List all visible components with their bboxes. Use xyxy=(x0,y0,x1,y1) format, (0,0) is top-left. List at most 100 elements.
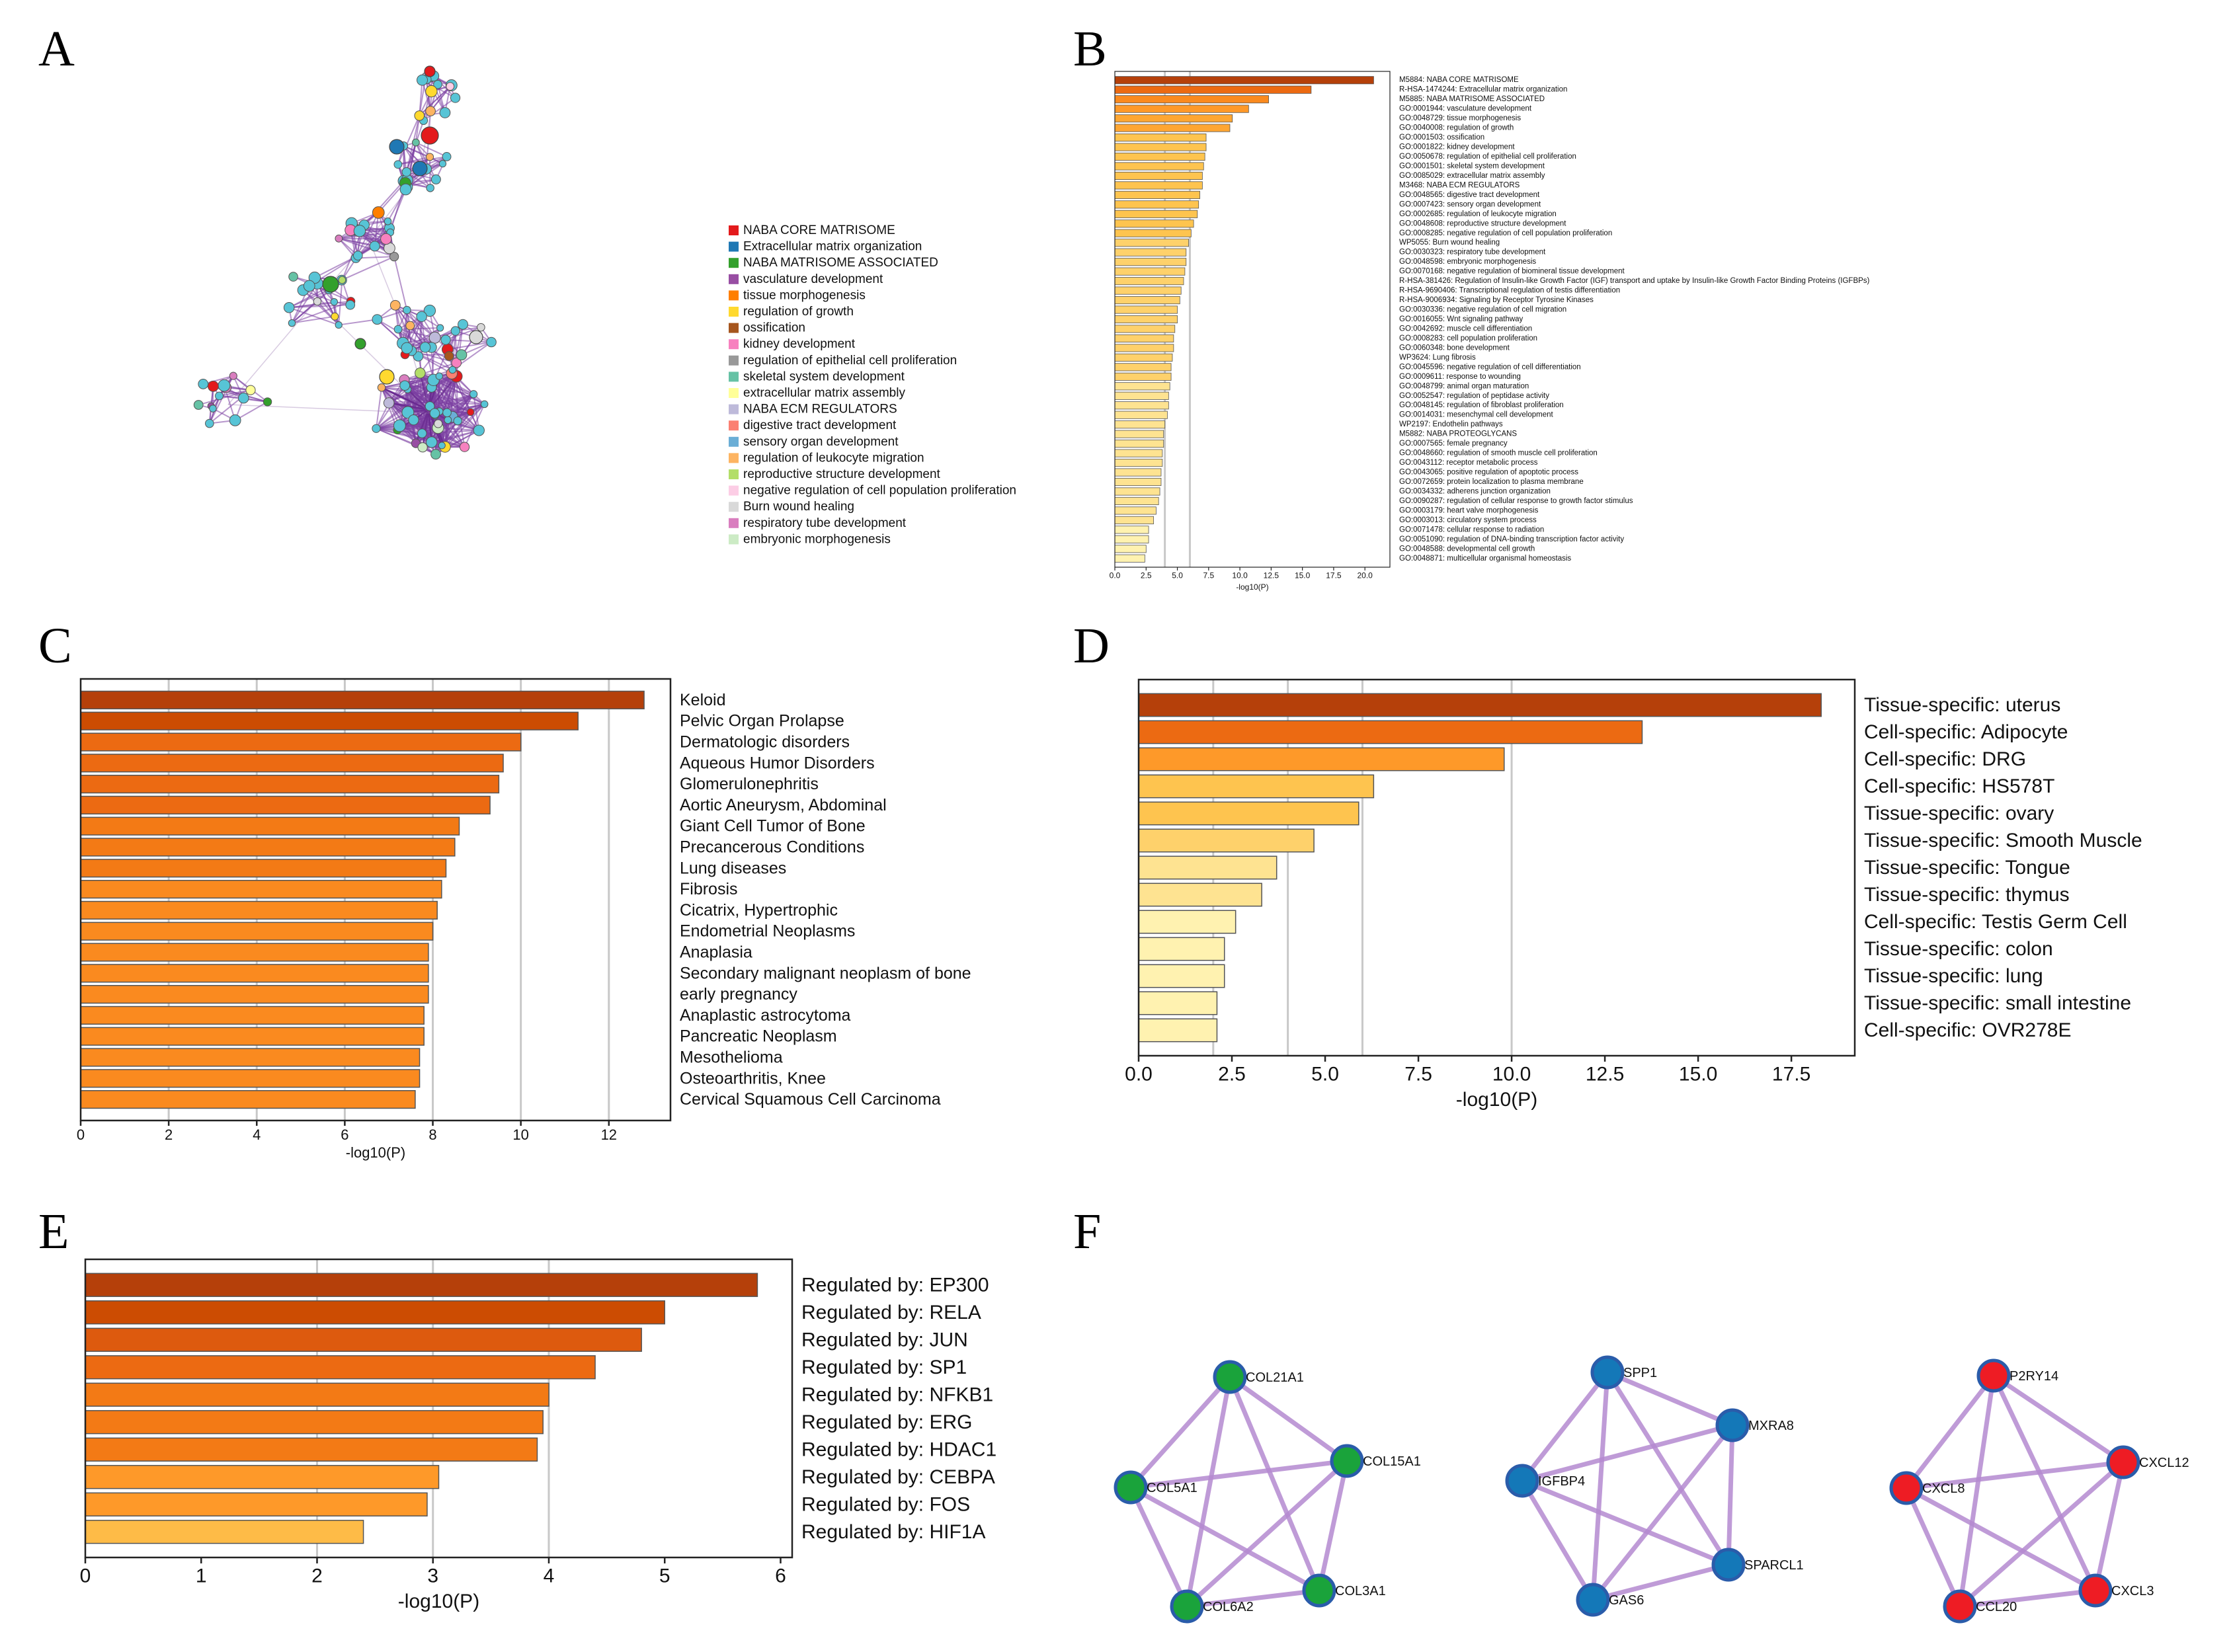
e-bar xyxy=(85,1492,428,1516)
network-edge xyxy=(406,309,432,348)
panel-f-networks: COL21A1 COL15A1 COL3A1 COL6A2 COL5A1 SPP1 MXRA… xyxy=(1114,1355,2189,1624)
network-edge xyxy=(356,256,395,259)
network-node xyxy=(215,391,223,401)
b-bar xyxy=(1114,372,1172,381)
network-node xyxy=(439,107,451,118)
network-edge xyxy=(1904,1374,1996,1490)
node-label: CXCL8 xyxy=(1922,1481,1965,1496)
legend-label: tissue morphogenesis xyxy=(743,288,866,302)
d-xtick-label: 2.5 xyxy=(1218,1064,1246,1085)
d-bar xyxy=(1138,883,1262,907)
b-bar xyxy=(1114,219,1194,228)
network-node xyxy=(423,304,436,317)
b-bar xyxy=(1114,526,1149,534)
network-edge xyxy=(397,115,421,165)
network-node xyxy=(425,401,435,411)
b-bar-label: GO:0008285: negative regulation of cell … xyxy=(1399,229,1612,237)
d-bar-label: Tissue-specific: ovary xyxy=(1864,803,2054,824)
legend-swatch xyxy=(729,258,739,268)
network-edge xyxy=(419,80,423,116)
d-plot-frame xyxy=(1137,678,1856,1057)
e-xtick-label: 6 xyxy=(775,1565,786,1587)
legend-swatch xyxy=(729,355,739,366)
network-node xyxy=(263,397,272,407)
network-node xyxy=(412,138,420,147)
e-xtick-label: 3 xyxy=(427,1565,438,1587)
network-node xyxy=(1590,1355,1625,1390)
c-bar xyxy=(80,732,522,752)
e-bar-label: Regulated by: EP300 xyxy=(801,1274,989,1296)
b-bar-label: WP5055: Burn wound healing xyxy=(1399,239,1500,247)
e-xtick-label: 1 xyxy=(196,1565,207,1587)
network-node xyxy=(229,414,241,426)
b-bar xyxy=(1114,535,1149,543)
d-bar xyxy=(1138,1018,1218,1042)
network-edge xyxy=(415,142,437,180)
c-bar-label: Pancreatic Neoplasm xyxy=(680,1027,837,1046)
network-node xyxy=(1976,1358,2011,1393)
network-node xyxy=(469,390,478,399)
b-bar xyxy=(1114,114,1233,123)
c-bar-label: Mesothelioma xyxy=(680,1048,783,1067)
d-xtick-label: 0.0 xyxy=(1125,1064,1153,1085)
network-node xyxy=(193,400,204,410)
network-node xyxy=(380,233,392,245)
b-plot-frame xyxy=(1114,71,1391,568)
b-bar-label: GO:0043065: positive regulation of apopt… xyxy=(1399,469,1578,477)
network-node xyxy=(435,372,443,380)
b-bar xyxy=(1114,296,1180,305)
d-x-axis-label: -log10(P) xyxy=(1456,1089,1537,1111)
legend-label: respiratory tube development xyxy=(743,516,907,530)
network-edge xyxy=(1128,1486,1190,1608)
network-node xyxy=(1576,1583,1610,1617)
network-node xyxy=(209,405,217,413)
b-bar xyxy=(1114,315,1178,324)
legend-swatch xyxy=(729,518,739,528)
network-edge xyxy=(441,403,485,446)
b-bar-label: GO:0001822: kidney development xyxy=(1399,143,1515,151)
network-node xyxy=(412,161,428,177)
network-node xyxy=(389,139,405,155)
network-edge xyxy=(381,387,429,411)
b-bar xyxy=(1114,305,1178,314)
c-bar xyxy=(80,754,504,773)
network-node xyxy=(426,184,434,192)
legend-swatch xyxy=(729,225,739,235)
c-bar xyxy=(80,964,429,983)
network-node xyxy=(1213,1360,1247,1394)
node-label: IGFBP4 xyxy=(1538,1474,1585,1489)
d-bar-label: Cell-specific: Testis Germ Cell xyxy=(1864,911,2127,933)
d-bar-label: Cell-specific: OVR278E xyxy=(1864,1019,2071,1041)
network-edge xyxy=(292,315,335,324)
legend-label: Burn wound healing xyxy=(743,500,854,514)
b-bar-label: GO:0040008: regulation of growth xyxy=(1399,124,1514,132)
legend-label: NABA MATRISOME ASSOCIATED xyxy=(743,256,938,270)
b-bar xyxy=(1114,124,1231,132)
legend-label: sensory organ development xyxy=(743,435,899,449)
network-node xyxy=(444,351,454,361)
b-bar-label: WP2197: Endothelin pathways xyxy=(1399,420,1503,428)
network-node xyxy=(425,153,434,161)
legend-label: negative regulation of cell population p… xyxy=(743,484,1016,498)
b-bar-label: GO:0001503: ossification xyxy=(1399,134,1484,141)
b-xtick-label: 10.0 xyxy=(1232,570,1248,580)
network-node xyxy=(205,418,214,428)
c-xtick-label: 4 xyxy=(253,1126,261,1143)
network-node xyxy=(480,400,489,409)
network-node xyxy=(421,126,439,145)
b-bar-label: GO:0007565: female pregnancy xyxy=(1399,440,1508,448)
node-label: COL5A1 xyxy=(1147,1481,1198,1495)
legend-swatch xyxy=(729,453,739,463)
d-bar xyxy=(1138,964,1225,988)
network-node xyxy=(372,314,383,325)
d-bar xyxy=(1138,801,1360,826)
network-edge xyxy=(1591,1423,1734,1602)
network-edge xyxy=(314,255,358,278)
b-bar xyxy=(1114,277,1184,286)
panel-d-bar-chart: Tissue-specific: uterus Cell-specific: Ad… xyxy=(1125,678,2142,1111)
d-bar xyxy=(1138,747,1505,771)
network-node xyxy=(419,342,431,353)
e-bar xyxy=(85,1410,544,1435)
legend-label: ossification xyxy=(743,321,805,335)
network-node xyxy=(198,379,209,389)
